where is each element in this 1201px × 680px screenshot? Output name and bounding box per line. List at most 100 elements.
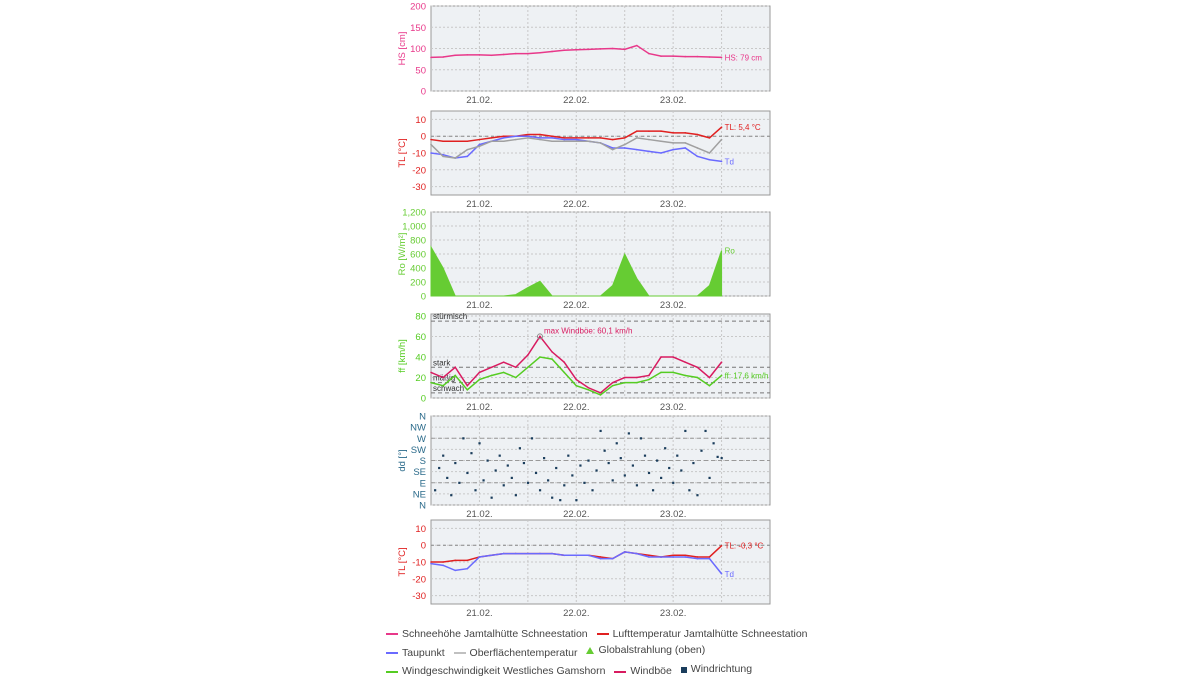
data-point bbox=[539, 51, 541, 54]
data-point bbox=[696, 366, 699, 369]
data-point bbox=[623, 551, 626, 553]
x-tick-label: 23.02. bbox=[660, 402, 686, 413]
max-marker bbox=[536, 333, 543, 340]
legend-item-air-temp[interactable]: Lufttemperatur Jamtalhütte Schneestation bbox=[596, 626, 808, 643]
data-point bbox=[575, 48, 578, 51]
threshold-label: schwach bbox=[433, 384, 464, 393]
data-point bbox=[636, 381, 638, 384]
y-tick-label: 800 bbox=[410, 236, 426, 247]
legend-row: Schneehöhe Jamtalhütte Schneestation Luf… bbox=[386, 624, 814, 642]
data-point bbox=[712, 442, 715, 445]
data-point bbox=[563, 140, 565, 143]
data-point bbox=[720, 457, 723, 460]
legend-item-radiation[interactable]: Globalstrahlung (oben) bbox=[586, 642, 705, 659]
y-axis-label: TL [°C] bbox=[397, 138, 408, 167]
data-point bbox=[720, 126, 723, 128]
y-axis-label: TL [°C] bbox=[397, 547, 408, 576]
data-point bbox=[611, 557, 614, 560]
data-point bbox=[623, 147, 626, 149]
data-point bbox=[527, 133, 529, 136]
data-point bbox=[651, 489, 655, 492]
y-axis-label: HS [cm] bbox=[397, 32, 408, 66]
data-point bbox=[636, 130, 638, 132]
data-point bbox=[587, 48, 590, 51]
legend-item-dewpoint[interactable]: Taupunkt bbox=[386, 645, 445, 662]
legend-item-snow-height[interactable]: Schneehöhe Jamtalhütte Schneestation bbox=[386, 626, 588, 643]
data-point bbox=[442, 56, 444, 58]
y-tick-label: W bbox=[417, 434, 426, 445]
data-point bbox=[539, 552, 541, 555]
data-point bbox=[551, 140, 553, 143]
x-tick-label: 21.02. bbox=[466, 199, 492, 210]
data-point bbox=[660, 55, 662, 57]
data-point bbox=[611, 479, 614, 482]
data-point bbox=[660, 140, 662, 143]
data-point bbox=[442, 155, 444, 158]
data-point bbox=[708, 152, 711, 154]
data-point bbox=[502, 484, 505, 487]
data-point bbox=[563, 361, 565, 363]
data-point bbox=[660, 556, 662, 558]
x-tick-label: 22.02. bbox=[563, 509, 589, 520]
data-point bbox=[696, 557, 699, 560]
data-point bbox=[575, 137, 578, 139]
data-point bbox=[684, 132, 687, 134]
data-point bbox=[708, 56, 711, 58]
data-point bbox=[466, 54, 469, 56]
y-tick-label: 200 bbox=[410, 2, 426, 13]
data-point bbox=[551, 496, 554, 499]
data-point bbox=[672, 142, 674, 144]
x-tick-label: 23.02. bbox=[660, 199, 686, 210]
data-point bbox=[539, 133, 541, 136]
y-tick-label: 10 bbox=[415, 524, 426, 535]
data-point bbox=[510, 476, 513, 480]
data-point bbox=[643, 454, 647, 457]
data-point bbox=[672, 55, 674, 57]
max-annotation: max Windböe: 60,1 km/h bbox=[544, 326, 632, 335]
data-point bbox=[599, 394, 602, 396]
data-point bbox=[551, 135, 553, 137]
y-tick-label: 10 bbox=[415, 115, 426, 126]
legend-label: Lufttemperatur Jamtalhütte Schneestation bbox=[612, 627, 808, 640]
data-point bbox=[478, 145, 481, 148]
legend-item-gust[interactable]: Windböe bbox=[614, 663, 672, 680]
y-tick-label: -20 bbox=[412, 165, 426, 176]
x-tick-label: 22.02. bbox=[563, 95, 589, 106]
data-point bbox=[442, 564, 444, 567]
data-point bbox=[563, 137, 565, 139]
legend: Schneehöhe Jamtalhütte Schneestation Luf… bbox=[386, 624, 814, 680]
data-point bbox=[631, 464, 634, 467]
data-point bbox=[684, 147, 687, 149]
data-point bbox=[454, 157, 457, 159]
legend-item-wind-speed[interactable]: Windgeschwindigkeit Westliches Gamshorn bbox=[386, 663, 605, 680]
x-tick-label: 21.02. bbox=[466, 509, 492, 520]
data-point bbox=[623, 474, 626, 477]
data-point bbox=[559, 499, 562, 502]
data-point bbox=[672, 556, 674, 558]
data-point bbox=[458, 481, 461, 484]
data-point bbox=[575, 140, 578, 143]
x-tick-label: 21.02. bbox=[466, 95, 492, 106]
legend-item-surface-temp[interactable]: Oberflächentemperatur bbox=[453, 645, 578, 662]
data-point bbox=[502, 53, 505, 56]
data-point bbox=[478, 54, 481, 56]
data-point bbox=[611, 147, 614, 149]
data-point bbox=[579, 464, 582, 467]
data-point bbox=[656, 459, 659, 462]
data-point bbox=[486, 459, 489, 462]
data-point bbox=[716, 455, 719, 458]
legend-item-wind-direction[interactable]: Windrichtung bbox=[680, 661, 752, 678]
y-tick-label: S bbox=[420, 456, 426, 467]
data-point bbox=[623, 381, 626, 384]
data-point bbox=[708, 158, 711, 161]
data-point bbox=[708, 384, 711, 387]
series-end-label: Ro bbox=[725, 247, 736, 256]
x-tick-label: 23.02. bbox=[660, 509, 686, 520]
data-point bbox=[599, 48, 602, 50]
data-point bbox=[454, 559, 457, 562]
legend-label: Oberflächentemperatur bbox=[469, 646, 578, 659]
data-point bbox=[442, 454, 445, 457]
data-point bbox=[672, 481, 675, 484]
data-point bbox=[442, 376, 444, 379]
